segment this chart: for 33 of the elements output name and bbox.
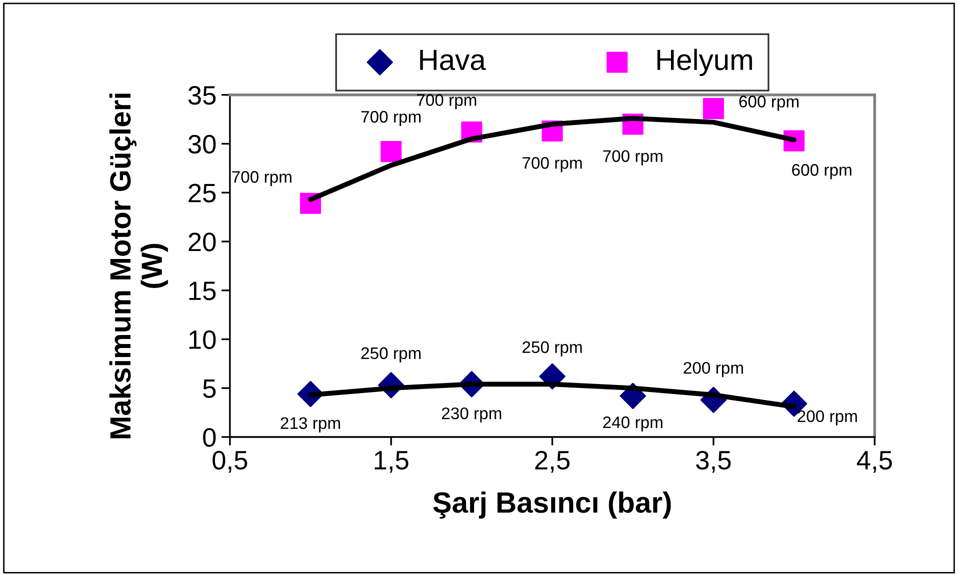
y-tick-label: 10 xyxy=(189,330,216,350)
legend-label: Helyum xyxy=(657,48,752,76)
annotation: 600 rpm xyxy=(792,164,852,180)
annotation: 700 rpm xyxy=(522,157,582,172)
y-tick-label: 15 xyxy=(189,282,216,300)
y-tick-label: 30 xyxy=(188,134,216,154)
annotation: 700 rpm xyxy=(232,171,292,186)
y-tick-label: 35 xyxy=(188,86,216,105)
annotation: 700 rpm xyxy=(361,110,421,126)
annotation: 200 rpm xyxy=(684,362,743,378)
point xyxy=(702,98,724,120)
annotation: 700 rpm xyxy=(603,150,662,166)
annotation: 213 rpm xyxy=(280,417,340,432)
x-axis-title: Şarj Basıncı (bar) xyxy=(433,491,671,519)
x-tick-label: 3,5 xyxy=(696,450,731,473)
x-tick-label: 0,5 xyxy=(212,450,248,473)
annotation: 240 rpm xyxy=(603,416,662,432)
annotation: 200 rpm xyxy=(798,410,857,426)
annotation: 250 rpm xyxy=(522,341,582,356)
y-tick-label: 25 xyxy=(188,184,216,202)
y-axis-title: Maksimum Motor Güçleri (W) xyxy=(109,94,168,438)
legend-label: Hava xyxy=(420,50,486,70)
x-tick-label: 2,5 xyxy=(535,450,570,473)
point xyxy=(380,141,402,162)
x-tick-label: 1,5 xyxy=(374,451,408,473)
annotation: 600 rpm xyxy=(739,96,798,111)
annotation: 700 rpm xyxy=(416,94,476,110)
y-tick-label: 20 xyxy=(188,232,216,252)
annotation: 250 rpm xyxy=(361,347,421,362)
x-tick-label: 4,5 xyxy=(856,451,892,473)
y-tick-label: 0 xyxy=(203,428,216,447)
y-tick-label: 5 xyxy=(203,380,216,398)
annotation: 230 rpm xyxy=(442,407,502,423)
